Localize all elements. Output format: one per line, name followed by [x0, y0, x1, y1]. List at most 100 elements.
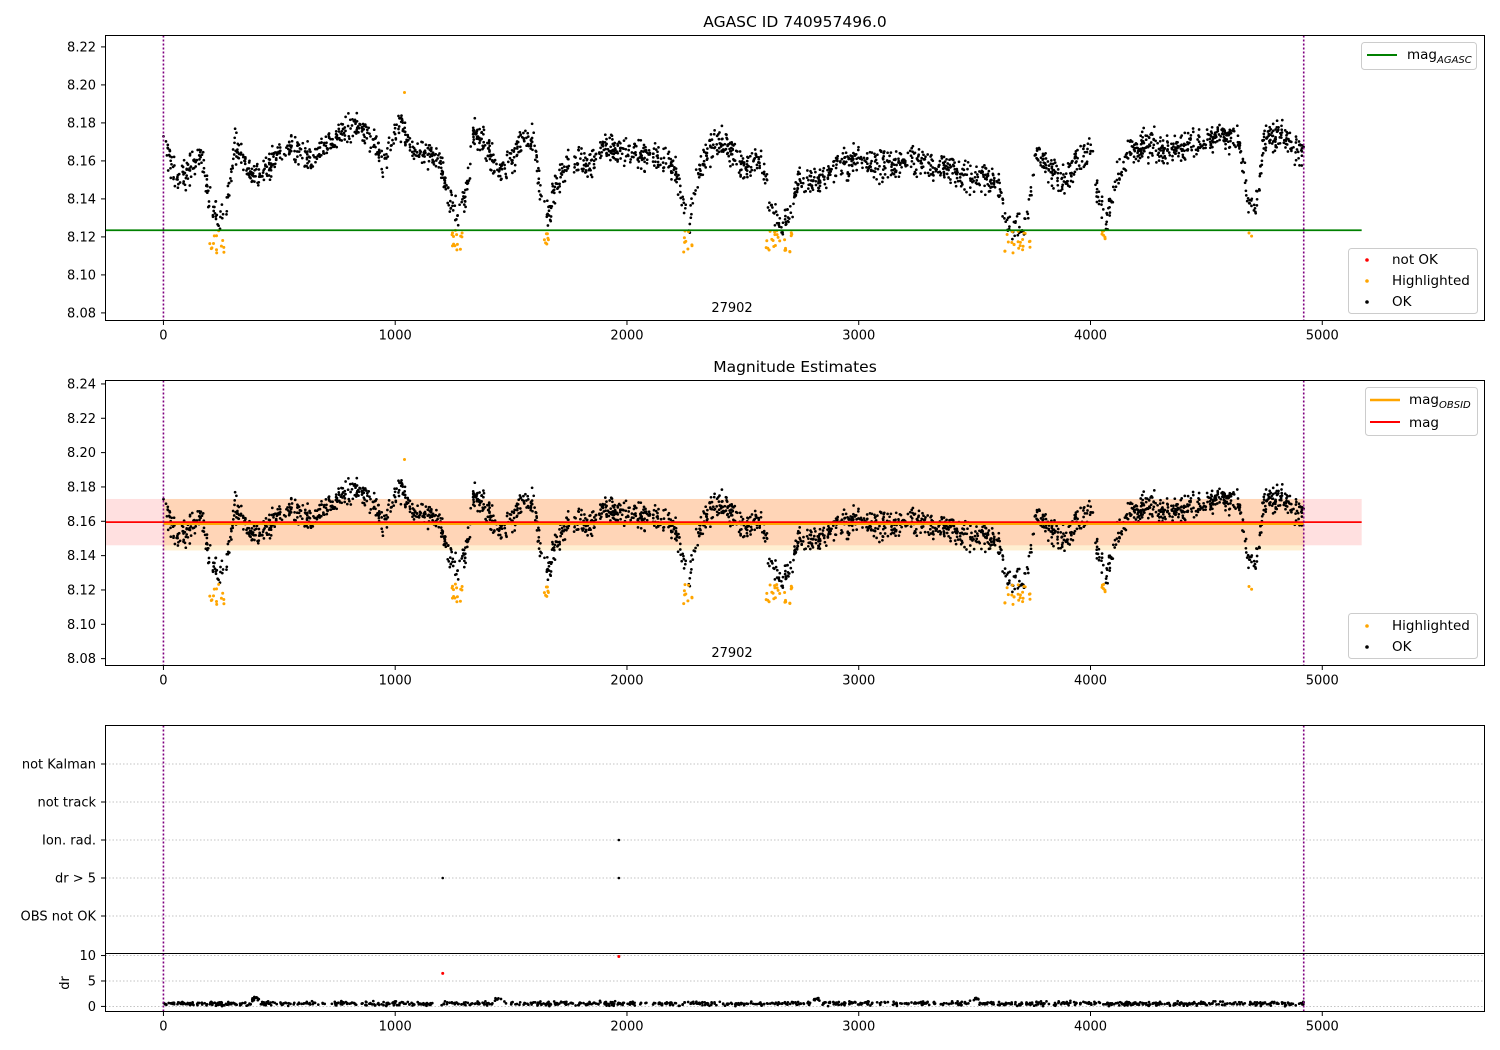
ok-point: [490, 168, 493, 172]
ok-point: [1129, 513, 1133, 517]
ok-point: [331, 137, 334, 141]
ok-point: [966, 167, 969, 171]
ok-point: [381, 534, 385, 538]
ok-point: [1052, 187, 1055, 190]
ok-point: [390, 505, 393, 509]
ok-point: [1299, 149, 1303, 152]
ok-point: [921, 511, 924, 515]
ok-point: [400, 478, 403, 482]
ok-point: [170, 516, 174, 520]
ok-point: [1161, 501, 1165, 505]
ok-point: [632, 155, 635, 159]
highlighted-point: [208, 594, 212, 598]
ok-point: [778, 571, 782, 575]
ok-point: [261, 171, 265, 174]
ok-point: [515, 515, 519, 519]
ok-point: [709, 495, 713, 499]
ok-point: [166, 146, 170, 150]
ok-point: [842, 146, 846, 150]
ok-point: [1228, 132, 1231, 136]
ok-point: [506, 160, 510, 164]
ok-point: [440, 528, 444, 532]
ok-point: [346, 124, 350, 128]
ok-point: [288, 148, 292, 152]
ok-point: [243, 162, 247, 166]
ok-point: [353, 482, 357, 486]
ok-point: [1248, 558, 1252, 562]
ok-point: [616, 513, 620, 516]
ok-point: [624, 515, 628, 519]
ok-point: [1270, 504, 1274, 507]
ok-point: [878, 182, 881, 186]
ok-point: [258, 172, 262, 176]
ok-point: [1284, 507, 1287, 511]
ok-point: [1271, 129, 1275, 133]
ok-point: [268, 152, 271, 156]
ok-point: [970, 531, 973, 535]
ok-point: [878, 540, 881, 544]
ok-point: [468, 535, 472, 539]
ok-point: [1139, 497, 1143, 500]
ok-point: [897, 517, 900, 521]
ok-point: [426, 146, 430, 150]
ok-point: [1064, 539, 1067, 543]
ok-point: [1074, 515, 1078, 519]
ok-point: [517, 511, 520, 515]
ok-point: [1222, 491, 1226, 495]
ok-point: [488, 506, 492, 510]
ok-point: [1243, 539, 1247, 543]
ok-point: [670, 178, 673, 181]
ok-point: [1258, 172, 1262, 176]
ok-point: [647, 514, 650, 517]
ok-point: [1037, 146, 1041, 150]
ok-point: [305, 157, 309, 161]
ok-point: [508, 517, 512, 521]
ok-point: [604, 147, 607, 151]
ok-point: [1062, 173, 1065, 176]
ok-point: [543, 556, 546, 560]
ok-point: [720, 137, 724, 141]
ok-point: [588, 162, 591, 165]
ok-point: [592, 516, 596, 519]
ok-point: [461, 198, 464, 201]
ok-point: [1297, 140, 1301, 143]
ok-point: [1018, 225, 1021, 229]
ok-point: [760, 530, 764, 534]
ok-point: [572, 170, 576, 174]
ok-point: [1085, 160, 1089, 164]
ok-point: [724, 495, 728, 499]
ok-point: [1166, 162, 1169, 165]
ok-point: [970, 177, 974, 181]
ok-point: [475, 135, 479, 139]
ok-point: [176, 534, 179, 538]
highlighted-point: [219, 596, 223, 600]
ok-point: [229, 167, 233, 171]
ok-point: [1206, 500, 1209, 504]
ok-point: [1271, 122, 1275, 126]
ok-point: [1079, 144, 1082, 148]
ok-point: [251, 179, 254, 183]
ok-point: [165, 154, 169, 157]
ok-point: [620, 146, 623, 150]
y-tick-label: 8.18: [67, 116, 96, 131]
ok-point: [822, 526, 826, 530]
ok-point: [842, 508, 846, 512]
ok-point: [753, 157, 757, 160]
ok-point: [939, 531, 943, 534]
ok-point: [498, 166, 502, 170]
ok-point: [1070, 161, 1073, 165]
ok-point: [1224, 504, 1227, 508]
ok-point: [553, 558, 557, 561]
ok-point: [437, 525, 441, 529]
ok-point: [1206, 138, 1209, 141]
ok-point: [922, 157, 926, 161]
ok-point: [1188, 500, 1191, 503]
ok-point: [717, 146, 721, 150]
ok-point: [689, 216, 693, 220]
ok-point: [698, 527, 701, 531]
ok-point: [926, 171, 930, 175]
ok-point: [1030, 550, 1033, 554]
ok-point: [704, 505, 708, 509]
ok-point: [1042, 518, 1045, 521]
ok-point: [897, 159, 901, 163]
